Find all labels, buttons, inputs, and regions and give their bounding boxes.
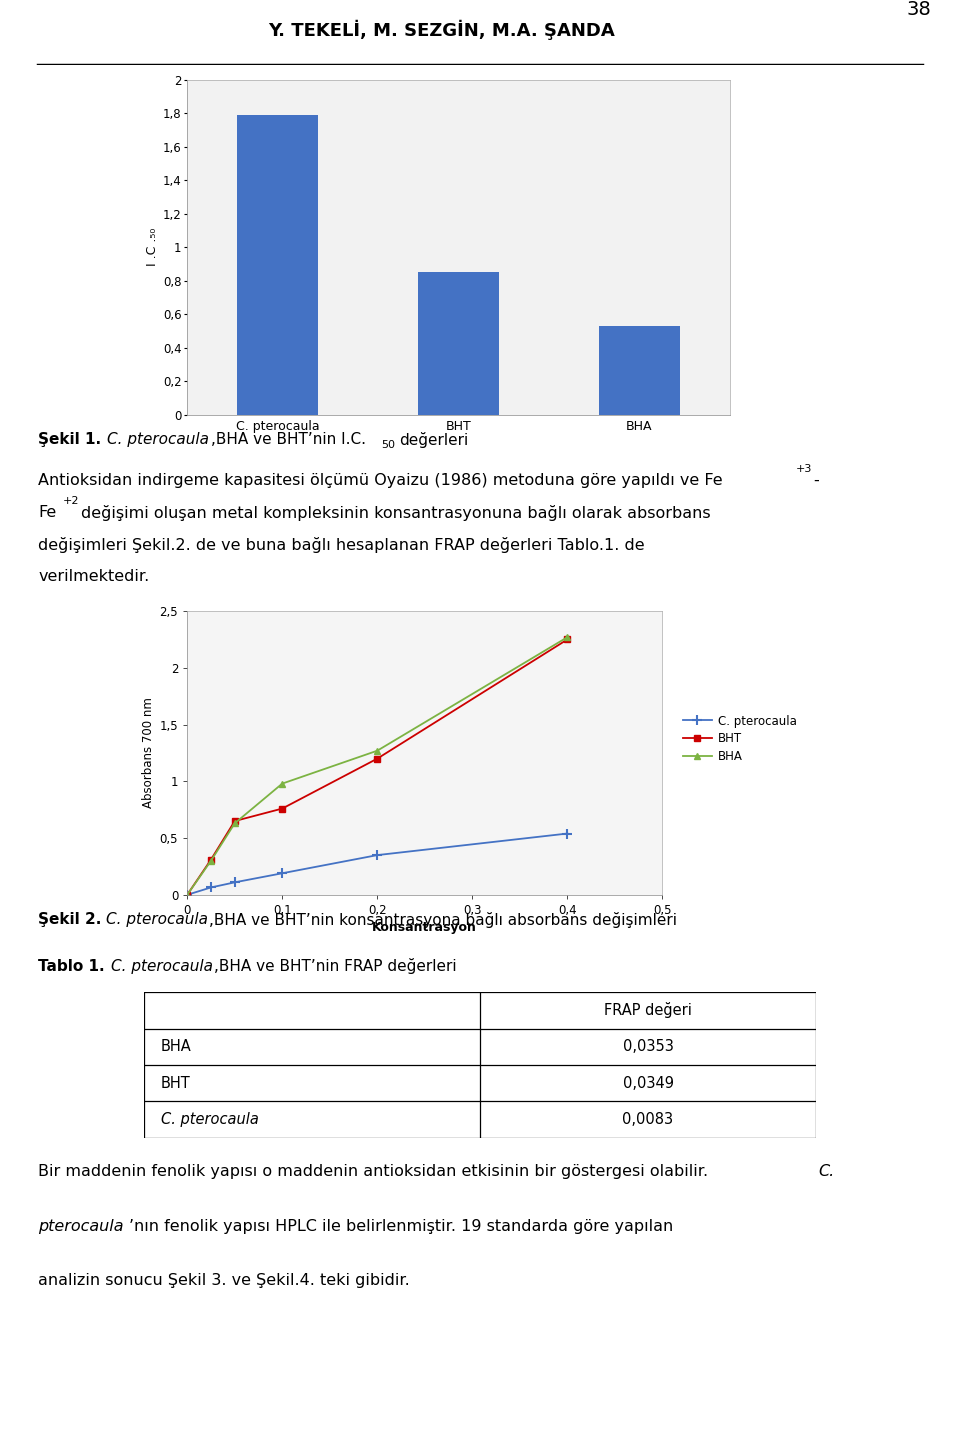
Text: -: -: [813, 473, 819, 489]
Text: Fe: Fe: [38, 505, 57, 521]
Text: ,BHA ve BHT’nin FRAP değerleri: ,BHA ve BHT’nin FRAP değerleri: [214, 959, 457, 975]
Line: C. pterocaula: C. pterocaula: [182, 829, 572, 899]
Bar: [237, 115, 319, 415]
Text: ,BHA ve BHT’nin konsantrasyona bağlı absorbans değişimleri: ,BHA ve BHT’nin konsantrasyona bağlı abs…: [209, 912, 677, 928]
Text: değişimi oluşan metal kompleksinin konsantrasyonuna bağlı olarak absorbans: değişimi oluşan metal kompleksinin konsa…: [81, 505, 710, 521]
Text: ,BHA ve BHT’nin I.C.: ,BHA ve BHT’nin I.C.: [210, 432, 366, 447]
BHA: [276, 776, 288, 793]
Text: değerleri: değerleri: [398, 432, 468, 448]
Text: 0,0083: 0,0083: [622, 1112, 674, 1128]
Text: +2: +2: [63, 496, 80, 506]
BHT: [205, 851, 217, 869]
Text: 0,0353: 0,0353: [623, 1039, 673, 1055]
Text: BHA: BHA: [161, 1039, 192, 1055]
BHA: [181, 886, 193, 904]
BHA: [205, 853, 217, 870]
Bar: [598, 326, 680, 415]
C. pterocaula: [205, 879, 217, 896]
Text: Antioksidan indirgeme kapasitesi ölçümü Oyaizu (1986) metoduna göre yapıldı ve F: Antioksidan indirgeme kapasitesi ölçümü …: [38, 473, 723, 489]
Text: pterocaula: pterocaula: [38, 1218, 124, 1234]
Text: 50: 50: [381, 439, 396, 450]
C. pterocaula: [372, 847, 383, 864]
BHT: [229, 812, 240, 829]
Text: değişimleri Şekil.2. de ve buna bağlı hesaplanan FRAP değerleri Tablo.1. de: değişimleri Şekil.2. de ve buna bağlı he…: [38, 537, 645, 553]
BHT: [372, 749, 383, 767]
Text: C. pterocaula: C. pterocaula: [110, 959, 213, 973]
Text: C. pterocaula: C. pterocaula: [108, 432, 209, 447]
Text: Y. TEKELİ, M. SEZGİN, M.A. ŞANDA: Y. TEKELİ, M. SEZGİN, M.A. ŞANDA: [268, 19, 615, 39]
Legend: C. pterocaula, BHT, BHA: C. pterocaula, BHT, BHA: [683, 714, 797, 762]
Text: 38: 38: [906, 0, 931, 19]
Text: Şekil 2.: Şekil 2.: [38, 912, 102, 927]
Text: Tablo 1.: Tablo 1.: [38, 959, 105, 973]
C. pterocaula: [562, 825, 573, 842]
C. pterocaula: [229, 873, 240, 890]
BHA: [229, 815, 240, 832]
Text: 0,0349: 0,0349: [622, 1075, 674, 1091]
BHA: [562, 629, 573, 646]
BHA: [372, 742, 383, 760]
Y-axis label: I .C .₅₀: I .C .₅₀: [146, 228, 158, 266]
Text: Şekil 1.: Şekil 1.: [38, 432, 102, 447]
Text: +3: +3: [796, 464, 812, 474]
Text: C. pterocaula: C. pterocaula: [161, 1112, 258, 1128]
Text: ’nın fenolik yapısı HPLC ile belirlenmiştir. 19 standarda göre yapılan: ’nın fenolik yapısı HPLC ile belirlenmiş…: [130, 1218, 674, 1234]
BHT: [181, 886, 193, 904]
BHT: [562, 630, 573, 647]
Text: FRAP değeri: FRAP değeri: [604, 1002, 692, 1018]
Line: BHT: BHT: [183, 636, 571, 898]
Text: C.: C.: [818, 1164, 834, 1179]
BHT: [276, 800, 288, 818]
Y-axis label: Absorbans 700 nm: Absorbans 700 nm: [142, 697, 156, 809]
Bar: [418, 272, 499, 415]
C. pterocaula: [181, 886, 193, 904]
Text: verilmektedir.: verilmektedir.: [38, 569, 150, 585]
C. pterocaula: [276, 864, 288, 882]
Line: BHA: BHA: [183, 634, 571, 898]
Text: Bir maddenin fenolik yapısı o maddenin antioksidan etkisinin bir göstergesi olab: Bir maddenin fenolik yapısı o maddenin a…: [38, 1164, 713, 1179]
Text: analizin sonucu Şekil 3. ve Şekil.4. teki gibidir.: analizin sonucu Şekil 3. ve Şekil.4. tek…: [38, 1273, 410, 1288]
Text: BHT: BHT: [161, 1075, 190, 1091]
Text: C. pterocaula: C. pterocaula: [106, 912, 207, 927]
X-axis label: Konsantrasyon: Konsantrasyon: [372, 921, 477, 934]
